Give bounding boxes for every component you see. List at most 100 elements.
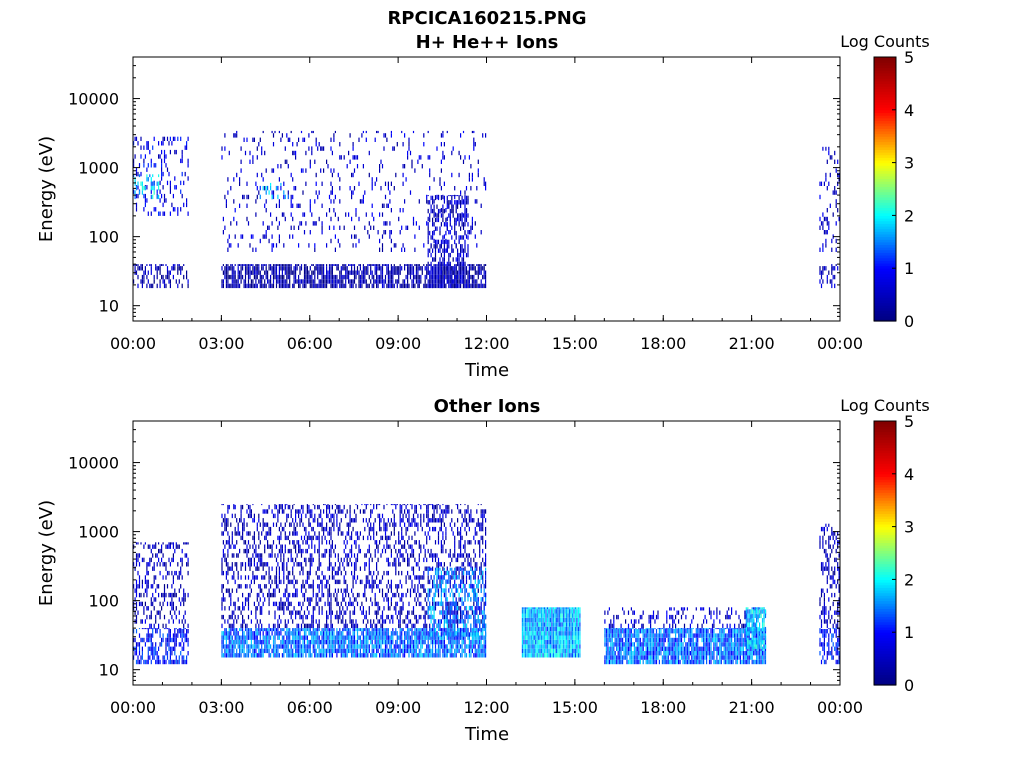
heatmap-cell [384,274,387,280]
heatmap-cell [380,274,382,280]
heatmap-cell [287,274,289,280]
heatmap-cell [264,644,266,649]
heatmap-cell [412,283,415,289]
heatmap-cell [402,283,404,289]
heatmap-cell [339,142,341,147]
heatmap-cell [452,195,454,197]
heatmap-cell [343,648,345,654]
heatmap-cell [149,637,151,643]
heatmap-cell [237,266,239,271]
heatmap-cell [407,270,409,275]
heatmap-cell [831,283,833,289]
heatmap-cell [296,579,298,585]
heatmap-cell [370,535,372,541]
heatmap-cell [268,588,270,593]
heatmap-cell [228,504,230,510]
heatmap-cell [144,659,146,665]
heatmap-cell [255,575,257,580]
heatmap-cell [365,648,367,654]
heatmap-cell [448,270,450,275]
heatmap-cell [328,553,331,558]
heatmap-cell [305,579,307,585]
heatmap-cell [439,177,441,182]
heatmap-cell [321,588,323,593]
heatmap-cell [149,628,151,630]
heatmap-cell [405,648,407,654]
heatmap-cell [368,628,370,632]
heatmap-cell [315,601,317,607]
heatmap-cell [261,553,263,558]
heatmap-cell [384,181,387,186]
heatmap-cell [395,504,397,506]
heatmap-cell [249,562,251,567]
heatmap-cell [286,274,288,280]
heatmap-cell [290,212,292,217]
heatmap-cell [262,631,264,636]
heatmap-cell [342,635,344,640]
heatmap-cell [169,659,171,665]
heatmap-cell [277,509,279,514]
heatmap-cell [324,584,326,589]
heatmap-cell [317,504,319,510]
heatmap-cell [370,653,372,658]
y-tick-label: 10000 [68,90,119,109]
heatmap-cell [302,566,304,571]
heatmap-cell [249,628,251,632]
heatmap-cell [228,606,230,611]
heatmap-cell [426,648,428,654]
heatmap-cell [174,651,176,656]
heatmap-cell [476,186,478,191]
heatmap-cell [221,283,223,289]
heatmap-cell [272,279,275,284]
heatmap-cell [274,513,276,519]
heatmap-cell [834,150,836,156]
heatmap-cell [311,584,313,589]
heatmap-cell [339,243,341,248]
heatmap-cell [143,207,145,212]
heatmap-cell [246,194,248,200]
heatmap-cell [268,190,270,195]
heatmap-cell [247,279,250,284]
heatmap-cell [135,193,138,199]
heatmap-cell [318,557,320,563]
heatmap-cell [309,628,311,632]
heatmap-cell [320,639,322,645]
heatmap-cell [162,264,164,266]
heatmap-cell [243,644,245,649]
heatmap-cell [265,266,267,271]
heatmap-cell [153,579,155,585]
heatmap-cell [371,181,373,186]
heatmap-cell [379,168,381,173]
heatmap-cell [158,181,160,186]
heatmap-cell [250,610,252,615]
heatmap-cell [367,619,369,624]
heatmap-cell [355,628,357,632]
colorbar-swatch [874,281,896,285]
heatmap-cell [392,509,394,514]
heatmap-cell [368,283,370,289]
heatmap-cell [461,644,463,649]
heatmap-cell [267,639,269,645]
heatmap-cell [333,548,335,554]
heatmap-cell [331,190,333,195]
heatmap-cell [373,274,375,280]
heatmap-cell [390,274,392,280]
heatmap-cell [349,522,351,527]
colorbar-swatch [874,57,896,61]
heatmap-cell [178,570,180,576]
heatmap-cell [389,562,391,567]
heatmap-cell [250,639,252,645]
heatmap-cell [221,597,223,602]
heatmap-cell [327,531,329,536]
heatmap-cell [448,266,450,271]
heatmap-cell [308,531,310,536]
heatmap-cell [352,526,354,532]
heatmap-cell [143,659,145,665]
heatmap-cell [309,553,311,558]
heatmap-cell [268,592,270,598]
heatmap-cell [318,597,320,602]
heatmap-cell [415,653,417,658]
heatmap-cell [295,579,297,585]
heatmap-cell [268,504,270,510]
heatmap-cell [295,531,297,536]
